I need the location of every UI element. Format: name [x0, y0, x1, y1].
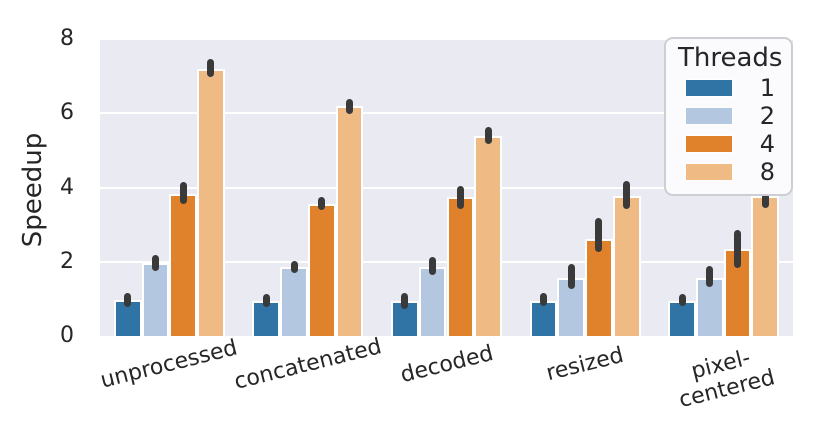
legend-item-label: 4 — [759, 130, 775, 159]
error-bar — [706, 265, 714, 288]
bar-concatenated-threads-4 — [307, 203, 336, 336]
bar-concatenated-threads-8 — [335, 105, 364, 336]
x-tick-label-pixel-centered: pixel- centered — [676, 345, 778, 414]
error-bar — [290, 260, 298, 273]
error-bar — [345, 98, 353, 115]
error-bar — [456, 186, 464, 210]
y-tick-label: 0 — [60, 323, 74, 348]
x-tick-label-unprocessed: unprocessed — [98, 335, 241, 394]
legend-swatch-icon — [686, 108, 732, 125]
error-bar — [401, 292, 409, 309]
error-bar — [761, 185, 769, 208]
error-bar — [262, 294, 270, 307]
bar-resized-threads-1 — [529, 301, 558, 336]
gridline — [100, 112, 793, 115]
bar-pixel-centered-threads-8 — [751, 195, 780, 336]
gridline — [100, 186, 793, 189]
legend-item-threads-1: 1 — [678, 74, 779, 102]
y-tick-label: 4 — [60, 174, 74, 200]
legend-item-threads-2: 2 — [678, 102, 779, 130]
legend-swatch-icon — [686, 80, 732, 97]
bar-unprocessed-threads-8 — [197, 68, 225, 336]
error-bar — [124, 292, 132, 307]
y-axis-label: Speedup — [18, 132, 48, 248]
error-bar — [429, 256, 437, 276]
error-bar — [623, 181, 631, 210]
legend-swatch-icon — [686, 136, 732, 153]
x-tick-label-resized: resized — [543, 342, 627, 387]
bar-resized-threads-8 — [612, 195, 641, 336]
bar-decoded-threads-2 — [418, 266, 447, 336]
error-bar — [179, 182, 187, 205]
legend-item-threads-8: 8 — [678, 158, 779, 186]
bar-pixel-centered-threads-1 — [668, 301, 696, 336]
legend-item-label: 8 — [759, 158, 775, 187]
y-tick-label: 6 — [60, 100, 74, 126]
y-tick-label: 2 — [60, 248, 74, 274]
bar-decoded-threads-4 — [446, 196, 475, 336]
error-bar — [540, 293, 548, 307]
error-bar — [678, 294, 686, 306]
legend-title: Threads — [678, 43, 783, 73]
x-tick-label-concatenated: concatenated — [231, 334, 385, 395]
error-bar — [595, 218, 603, 253]
bar-unprocessed-threads-2 — [141, 262, 170, 336]
bar-resized-threads-4 — [585, 238, 613, 336]
error-bar — [567, 263, 575, 289]
bar-concatenated-threads-2 — [280, 267, 308, 336]
gridline — [100, 38, 793, 40]
y-tick-label: 8 — [60, 26, 74, 51]
legend-item-label: 1 — [759, 74, 775, 103]
error-bar — [734, 229, 742, 269]
error-bar — [318, 197, 326, 211]
bar-pixel-centered-threads-2 — [695, 277, 724, 336]
error-bar — [484, 126, 492, 145]
legend-item-label: 2 — [759, 102, 775, 131]
x-tick-label-decoded: decoded — [397, 340, 496, 389]
bar-unprocessed-threads-4 — [169, 193, 198, 336]
legend-item-threads-4: 4 — [678, 130, 779, 158]
error-bar — [207, 58, 215, 77]
legend-swatch-icon — [686, 164, 732, 181]
error-bar — [151, 254, 159, 272]
bar-decoded-threads-8 — [474, 135, 502, 336]
